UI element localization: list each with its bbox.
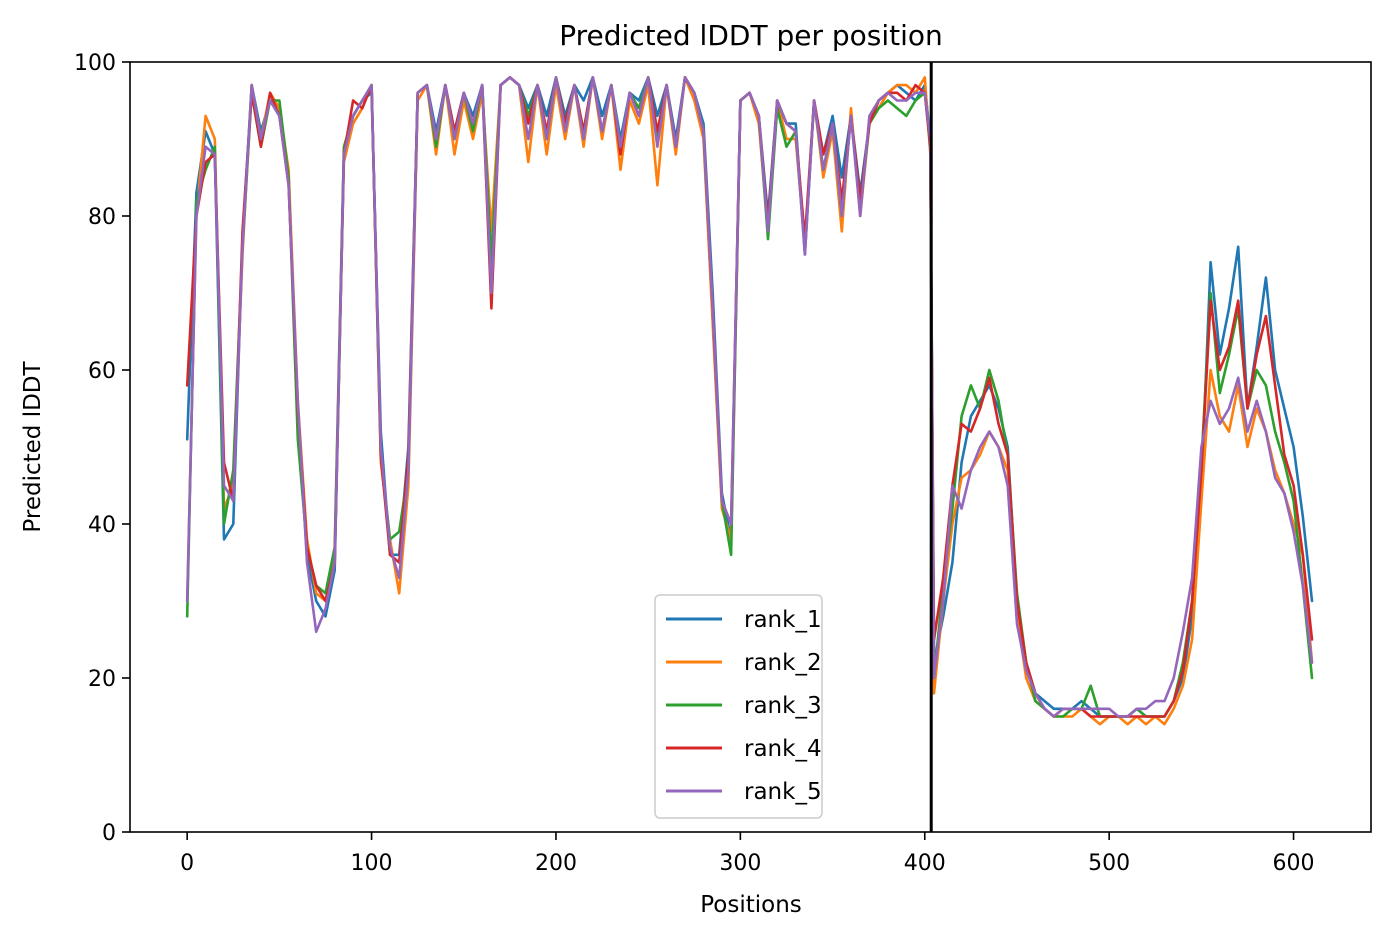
y-tick-label: 60 <box>88 359 116 384</box>
y-tick-label: 40 <box>88 513 116 538</box>
x-axis-title: Positions <box>700 892 802 918</box>
legend-box <box>654 594 823 819</box>
y-tick-label: 0 <box>102 821 116 846</box>
y-axis-title: Predicted lDDT <box>20 360 46 532</box>
x-tick-label: 0 <box>180 851 194 876</box>
x-tick-label: 600 <box>1273 851 1315 876</box>
y-tick-label: 100 <box>74 51 116 76</box>
y-tick-label: 80 <box>88 205 116 230</box>
x-tick-label: 500 <box>1088 851 1130 876</box>
x-tick-label: 300 <box>719 851 761 876</box>
legend: rank_1 rank_2 rank_3 rank_4 rank_5 <box>654 594 823 819</box>
plot-frame <box>129 61 1372 833</box>
y-tick-label: 20 <box>88 667 116 692</box>
legend-label: rank_2 <box>744 650 822 676</box>
series-line-rank-5 <box>185 76 1314 718</box>
series-layer <box>185 76 1314 726</box>
x-axis-ticks: 0 100 200 300 400 500 600 <box>180 832 1315 876</box>
x-tick-label: 400 <box>904 851 946 876</box>
legend-label: rank_1 <box>744 607 822 633</box>
chart-title: Predicted lDDT per position <box>559 19 943 52</box>
y-axis-ticks: 0 20 40 60 80 100 <box>74 51 130 846</box>
x-tick-label: 100 <box>351 851 393 876</box>
legend-label: rank_3 <box>744 693 822 719</box>
legend-label: rank_4 <box>744 736 822 762</box>
plot-area <box>129 61 1372 833</box>
x-tick-label: 200 <box>535 851 577 876</box>
legend-label: rank_5 <box>744 779 822 805</box>
